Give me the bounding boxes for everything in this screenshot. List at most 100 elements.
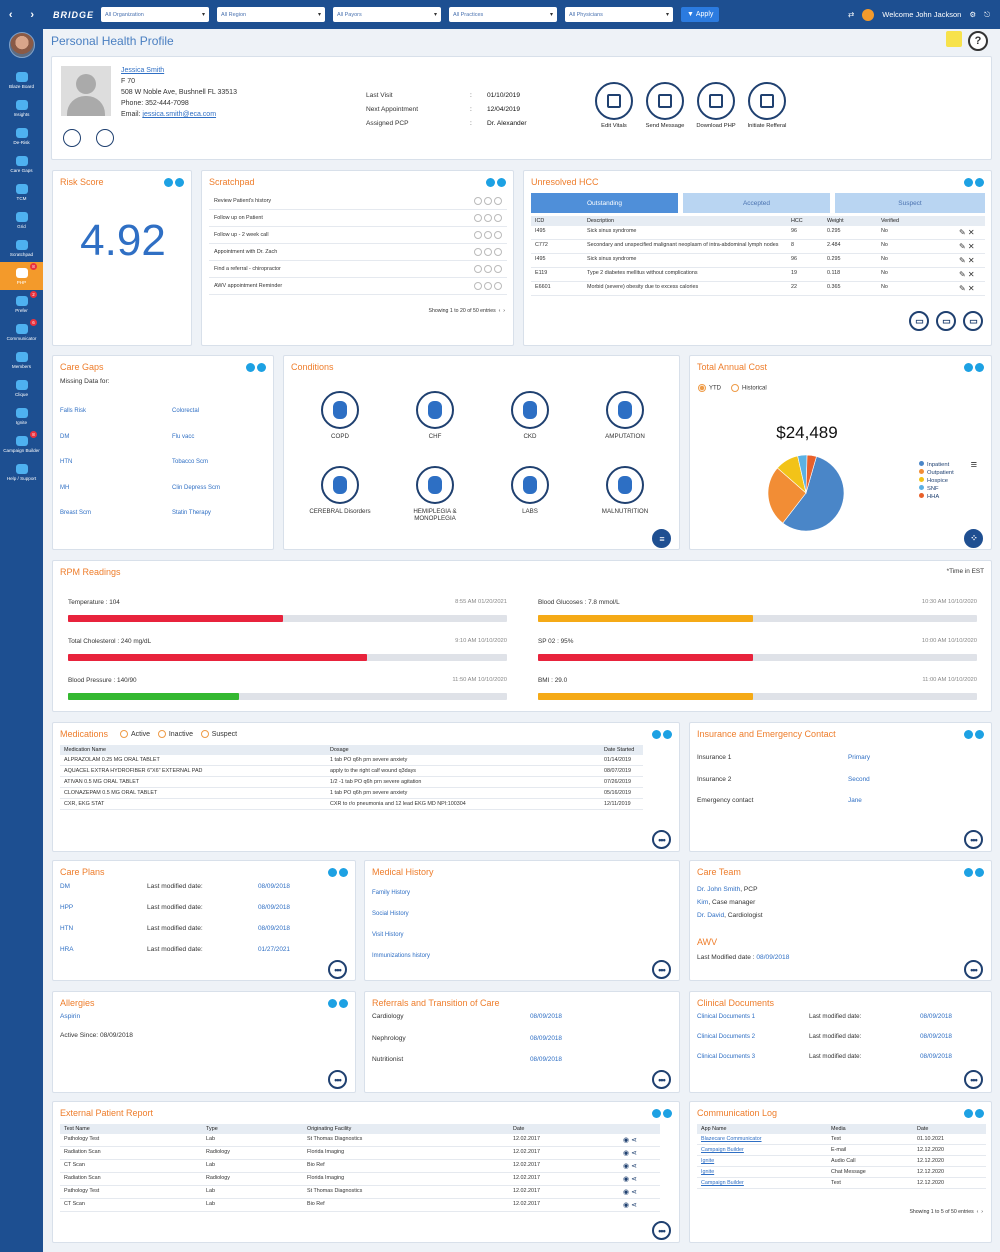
more-button[interactable]: ••• [652,830,671,849]
edit-icon[interactable]: ✎ [959,256,966,265]
filter-practices[interactable]: All Practices ▾ [449,7,557,22]
card-icons[interactable] [964,730,984,739]
sidebar-item-campaign-builder[interactable]: Campaign Builder 8 [0,430,43,458]
download-php-button[interactable] [697,82,735,120]
share-icon[interactable]: ⋖ [631,1189,637,1196]
scratchpad-item[interactable]: Review Patient's history [209,193,507,210]
tab-accepted[interactable]: Accepted [683,193,830,213]
care-gap-colorectal[interactable]: Colorectal [172,408,200,414]
check-icon[interactable] [474,265,482,273]
care-gap-mh[interactable]: MH [60,484,70,491]
sticky-note-icon[interactable] [946,31,962,47]
avatar[interactable] [8,32,35,58]
fax-icon[interactable]: ▭ [963,311,983,331]
condition-copd[interactable]: COPD [305,391,375,440]
view-icon[interactable]: ◉ [623,1202,632,1209]
care-plan-dm[interactable]: DM [60,883,70,890]
undo-icon[interactable] [484,282,492,290]
share-icon[interactable]: ⋖ [631,1137,637,1144]
initiate-refferal-button[interactable] [748,82,786,120]
delete-icon[interactable] [494,248,502,256]
care-gap-dm[interactable]: DM [60,433,70,440]
care-plan-hra[interactable]: HRA [60,946,74,953]
condition-cerebral-disorders[interactable]: CEREBRAL Disorders [305,466,375,515]
pie-slice-hha[interactable] [805,454,817,494]
filter-payors[interactable]: All Payors ▾ [333,7,441,22]
table-row[interactable]: AQUACEL EXTRA HYDROFIBER 6"X6" EXTERNAL … [60,765,643,777]
medical-history-family-history[interactable]: Family History [372,890,411,896]
print-icon[interactable]: ▭ [909,311,929,331]
pie-slice-outpatient[interactable] [767,467,807,524]
card-icons[interactable] [964,363,984,372]
condition-labs[interactable]: LABS [495,466,565,515]
send-message-action[interactable]: Send Message [646,82,684,130]
initiate-refferal-action[interactable]: Initiate Refferal [748,82,786,130]
card-icons[interactable] [486,178,506,187]
undo-icon[interactable] [484,214,492,222]
filter-physicians[interactable]: All Physicians ▾ [565,7,673,22]
card-icons[interactable] [964,868,984,877]
member-name[interactable]: Kim [697,899,709,906]
check-icon[interactable] [474,231,482,239]
insurance-value[interactable]: Jane [848,797,862,804]
sidebar-item-prefer[interactable]: Prefer 2 [0,290,43,318]
medical-history-visit-history[interactable]: Visit History [372,932,404,938]
view-icon[interactable]: ◉ [623,1163,632,1170]
patient-name[interactable]: Jessica Smith [121,67,165,74]
care-gap-statin-therapy[interactable]: Statin Therapy [172,510,211,516]
table-row[interactable]: ALPRAZOLAM 0.25 MG ORAL TABLET 1 tab PO q… [60,755,643,766]
card-icons[interactable] [964,178,984,187]
delete-icon[interactable] [494,197,502,205]
historical-radio[interactable] [731,384,740,392]
table-cell[interactable]: Campaign Builder [697,1177,827,1189]
sidebar-item-blaze-board[interactable]: Blaze Board [0,66,43,94]
card-icons[interactable] [652,1109,672,1118]
more-button[interactable]: ••• [964,830,983,849]
condition-chf[interactable]: CHF [400,391,470,440]
clinical-document-link[interactable]: Clinical Documents 1 [697,1013,756,1020]
edit-icon[interactable]: ✎ [959,270,966,279]
more-button[interactable]: ••• [652,1221,671,1240]
condition-hemiplegia-monoplegia[interactable]: HEMIPLEGIA & MONOPLEGIA [400,466,470,522]
table-row[interactable]: CLONAZEPAM 0.5 MG ORAL TABLET 1 tab PO q6… [60,787,643,799]
card-icons[interactable] [964,1109,984,1118]
more-button[interactable]: ••• [964,1070,983,1089]
tab-outstanding[interactable]: Outstanding [531,193,678,213]
table-cell[interactable]: Ignite [697,1155,827,1167]
condition-malnutrition[interactable]: MALNUTRITION [590,466,660,515]
allergy-item[interactable]: Aspirin [60,1013,81,1020]
list-icon[interactable]: ≡ [652,529,671,548]
next-page-icon[interactable]: › [981,1209,983,1215]
view-icon[interactable]: ◉ [623,1137,632,1144]
medical-history-immunizations-history[interactable]: Immunizations history [372,953,431,959]
id-card-icon[interactable] [63,129,81,147]
prev-page-icon[interactable]: ‹ [976,1209,979,1215]
check-icon[interactable] [474,214,482,222]
close-icon[interactable]: ✕ [965,256,975,265]
care-plan-hpp[interactable]: HPP [60,904,74,911]
sidebar-item-php[interactable]: PHP 8 [0,262,43,290]
table-row[interactable]: CXR, EKG STAT CXR to r/o pneumonia and 12… [60,798,643,810]
switch-icon[interactable]: ⇄ [847,10,855,19]
edit-vitals-button[interactable] [595,82,633,120]
undo-icon[interactable] [484,197,492,205]
card-icons[interactable] [164,178,184,187]
card-icons[interactable] [328,999,348,1008]
sidebar-item-communicator[interactable]: Communicator 6 [0,318,43,346]
card-icons[interactable] [652,730,672,739]
sidebar-item-members[interactable]: Members [0,346,43,374]
edit-vitals-action[interactable]: Edit Vitals [595,82,633,130]
undo-icon[interactable] [484,265,492,273]
check-icon[interactable] [474,282,482,290]
sidebar-item-tcm[interactable]: TCM [0,178,43,206]
check-icon[interactable] [474,248,482,256]
share-icon[interactable]: ⋖ [631,1163,637,1170]
more-button[interactable]: ••• [328,960,347,979]
edit-icon[interactable]: ✎ [959,228,966,237]
back-arrow-icon[interactable]: ‹ [8,8,13,21]
sidebar-item-clique[interactable]: Clique [0,374,43,402]
more-button[interactable]: ••• [652,1070,671,1089]
medical-history-social-history[interactable]: Social History [372,911,409,917]
scratchpad-item[interactable]: Find a referral - chiropractor [209,260,507,278]
share-icon[interactable]: ⋖ [631,1202,637,1209]
